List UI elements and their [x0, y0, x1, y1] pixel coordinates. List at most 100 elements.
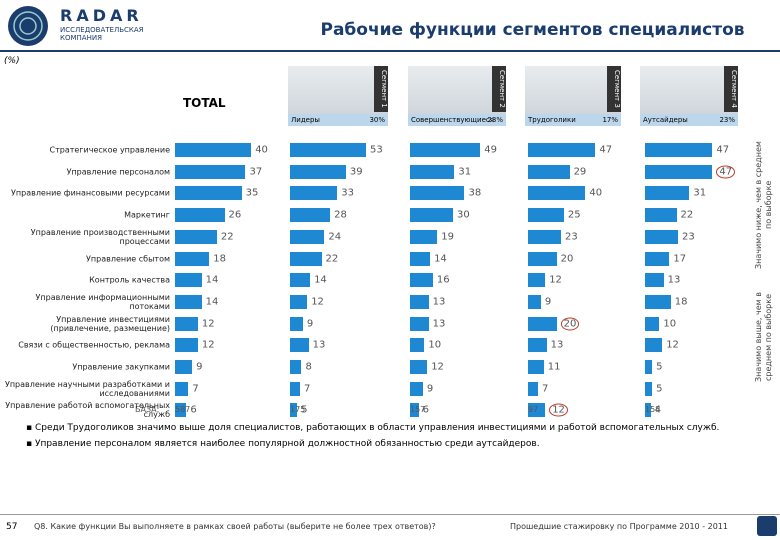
bar [645, 360, 653, 374]
value-label: 13 [550, 339, 564, 351]
segment-tag: Сегмент 4 [724, 66, 738, 112]
bar [410, 164, 455, 179]
bar [410, 360, 428, 374]
base-value: 587 [175, 405, 191, 414]
bar [645, 164, 713, 179]
value-label: 24 [328, 231, 342, 243]
value-label: 13 [432, 296, 446, 308]
bar [528, 164, 570, 179]
segment-header: Сегмент 1 Лидеры 30% [288, 66, 388, 126]
bar [410, 143, 481, 157]
segment-name: Совершенствующиеся [411, 116, 494, 124]
bar [410, 186, 465, 201]
bar [410, 294, 429, 309]
value-label: 40 [255, 144, 268, 156]
bar [528, 186, 586, 201]
bar [175, 403, 187, 418]
footer-question: Q8. Какие функции Вы выполняете в рамках… [34, 522, 436, 531]
category-label: Маркетинг [124, 210, 170, 220]
value-label: 14 [205, 274, 219, 286]
bar [175, 273, 202, 288]
base-label: БАЗА: [135, 405, 160, 414]
bar [290, 143, 366, 157]
value-label: 37 [249, 166, 263, 178]
value-label: 14 [205, 296, 219, 308]
category-label: Управление закупками [72, 362, 170, 372]
segment-name: Лидеры [291, 116, 320, 124]
segment-tag: Сегмент 1 [374, 66, 388, 112]
segment-header: Сегмент 2 Совершенствующиеся 23% [408, 66, 506, 126]
bar [175, 360, 193, 374]
bar [410, 316, 429, 331]
value-label: 17 [673, 253, 687, 264]
category-label: Связи с общественностью, реклама [18, 340, 170, 350]
bar [175, 316, 198, 331]
value-label: 7 [192, 383, 199, 395]
value-label: 49 [484, 144, 497, 156]
bar [645, 208, 677, 223]
value-label: 6 [422, 404, 429, 416]
value-label: 29 [573, 166, 587, 178]
bar [645, 186, 690, 201]
note-text: Среди Трудоголиков значимо выше доля спе… [34, 423, 720, 433]
bar [290, 360, 302, 374]
value-label: 12 [201, 318, 215, 330]
value-label: 12 [549, 274, 562, 286]
bar [410, 229, 438, 244]
value-label: 47 [599, 144, 613, 156]
notes: ▪ Среди Трудоголиков значимо выше доля с… [26, 420, 766, 452]
value-label: 18 [674, 296, 688, 308]
bar [645, 338, 663, 353]
bar [528, 403, 546, 418]
base-value: 157 [410, 405, 426, 414]
value-label: 14 [434, 253, 447, 264]
value-label: 53 [369, 144, 383, 156]
bar [290, 208, 331, 223]
category-label: Управление работой вспомогательных служб [5, 401, 170, 420]
value-label: 6 [190, 404, 197, 416]
footer-rule [0, 514, 780, 515]
segment-share: 23% [719, 116, 735, 124]
value-label: 9 [306, 318, 314, 330]
bar [528, 338, 547, 353]
bar [528, 208, 564, 223]
segment-tag: Сегмент 2 [492, 66, 506, 112]
value-label: 11 [547, 361, 561, 373]
bar [175, 186, 242, 201]
value-label: 10 [663, 318, 677, 330]
value-label: 13 [432, 318, 446, 330]
value-label: 23 [681, 231, 695, 243]
category-label: Управление научными разработками и иссле… [4, 379, 170, 398]
value-label: 12 [549, 403, 568, 417]
bar [528, 251, 557, 266]
value-label: 23 [564, 231, 578, 243]
value-label: 12 [431, 361, 444, 373]
bar [410, 338, 425, 353]
bar [528, 381, 539, 396]
value-label: 35 [245, 187, 259, 199]
bar [290, 186, 338, 201]
value-label: 9 [196, 361, 203, 373]
bar [290, 381, 301, 396]
value-label: 19 [441, 231, 454, 243]
bar [645, 143, 713, 157]
value-label: 9 [426, 383, 434, 395]
category-label: Управление финансовыми ресурсами [11, 188, 170, 198]
logo [8, 6, 48, 46]
footer-logo [757, 516, 777, 536]
value-label: 5 [656, 361, 663, 373]
bar [528, 273, 546, 288]
bar [645, 381, 653, 396]
value-label: 22 [220, 231, 234, 243]
bar [290, 316, 303, 331]
base-value: 175 [290, 405, 306, 414]
bar [528, 143, 596, 157]
category-label: Стратегическое управление [49, 145, 171, 155]
side-label: Значимо ниже, чем в среднем по выборке [754, 141, 773, 269]
value-label: 8 [305, 361, 312, 373]
value-label: 5 [301, 404, 308, 416]
bar [175, 251, 210, 266]
value-label: 22 [680, 209, 694, 221]
segment-header: Сегмент 4 Аутсайдеры 23% [640, 66, 738, 126]
bar [528, 294, 541, 309]
